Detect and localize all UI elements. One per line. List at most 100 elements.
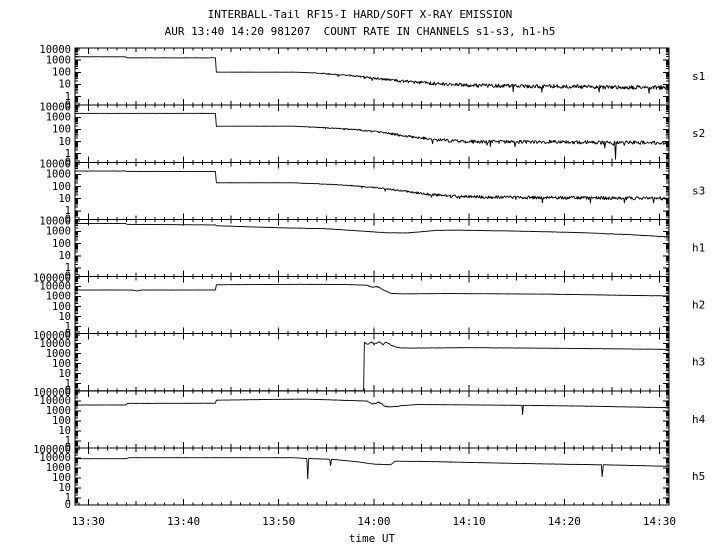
y-tick-label: 1 (65, 205, 71, 217)
y-tick-label: 10 (58, 250, 71, 262)
x-axis-label: time UT (348, 532, 396, 545)
trace-h3 (75, 341, 670, 392)
channel-label-s1: s1 (692, 70, 705, 83)
x-tick-label: 13:30 (72, 515, 105, 528)
trace-h5 (74, 457, 670, 480)
y-tick-label: 1000 (46, 111, 71, 123)
y-tick-label: 1 (65, 321, 71, 333)
y-tick-label: 100000 (33, 273, 71, 285)
channel-label-h1: h1 (692, 241, 705, 254)
channel-label-h2: h2 (692, 299, 705, 312)
channel-label-h4: h4 (692, 413, 706, 426)
y-tick-label: 1000 (46, 462, 71, 474)
channel-label-s2: s2 (692, 127, 705, 140)
trace-h2 (74, 283, 670, 297)
x-tick-label: 14:30 (643, 515, 676, 528)
y-tick-label: 10000 (39, 158, 71, 170)
y-tick-label: 10000 (39, 216, 71, 228)
y-tick-label: 100000 (33, 387, 71, 399)
x-tick-label: 14:00 (357, 515, 390, 528)
y-tick-label: 0 (65, 99, 71, 111)
y-tick-label: 10 (58, 368, 71, 380)
axis-ticks (75, 276, 670, 335)
y-tick-label: 1000 (46, 169, 71, 181)
y-tick-label: 10 (58, 482, 71, 494)
trace-s2 (74, 112, 670, 160)
trace-s1 (74, 56, 670, 94)
y-tick-label: 0 (65, 271, 71, 283)
y-tick-label: 1000 (46, 226, 71, 238)
y-tick-label: 1 (65, 148, 71, 160)
y-tick-label: 10 (58, 193, 71, 205)
y-tick-label: 10000 (39, 101, 71, 113)
x-tick-label: 13:50 (262, 515, 295, 528)
trace-h1 (74, 222, 670, 238)
panel-frame (74, 47, 670, 106)
y-tick-label: 10 (58, 311, 71, 323)
y-tick-label: 0 (65, 499, 71, 511)
channel-label-h3: h3 (692, 356, 705, 369)
y-tick-label: 10000 (39, 452, 71, 464)
y-tick-label: 100 (52, 67, 71, 79)
y-tick-label: 1 (65, 262, 71, 274)
panel-frame (74, 276, 670, 335)
channel-label-h5: h5 (692, 470, 705, 483)
panel-frame (74, 218, 670, 278)
y-tick-label: 10000 (39, 44, 71, 56)
y-tick-label: 100 (52, 358, 71, 370)
axis-ticks (75, 104, 670, 163)
panel-frame (74, 390, 670, 449)
y-tick-label: 1000 (46, 54, 71, 66)
y-tick-label: 100000 (33, 444, 71, 456)
axis-ticks (75, 47, 670, 106)
chart-subtitle: AUR 13:40 14:20 981207 COUNT RATE IN CHA… (164, 25, 556, 38)
axis-ticks (75, 333, 670, 392)
y-tick-label: 1000 (46, 405, 71, 417)
y-tick-label: 100 (52, 238, 71, 250)
axis-ticks (75, 447, 670, 506)
y-tick-label: 100 (52, 472, 71, 484)
trace-h4 (74, 398, 670, 415)
y-tick-label: 10000 (39, 395, 71, 407)
y-tick-label: 1 (65, 91, 71, 103)
y-tick-label: 100 (52, 415, 71, 427)
y-tick-label: 1 (65, 378, 71, 390)
y-tick-label: 0 (65, 442, 71, 454)
axis-ticks (75, 161, 670, 220)
y-tick-label: 0 (65, 156, 71, 168)
axis-ticks (75, 218, 670, 277)
y-tick-label: 10000 (39, 338, 71, 350)
y-tick-label: 10 (58, 425, 71, 437)
y-tick-label: 10 (58, 136, 71, 148)
y-tick-label: 1000 (46, 291, 71, 303)
panel-frame (74, 161, 670, 220)
y-tick-label: 10000 (39, 281, 71, 293)
axis-ticks (75, 390, 670, 449)
trace-s3 (74, 170, 670, 204)
y-tick-label: 0 (65, 385, 71, 397)
y-tick-label: 0 (65, 328, 71, 340)
x-tick-label: 14:20 (548, 515, 581, 528)
x-tick-label: 14:10 (453, 515, 486, 528)
y-tick-label: 100 (52, 124, 71, 136)
y-tick-label: 1 (65, 492, 71, 504)
channel-label-s3: s3 (692, 184, 705, 197)
y-tick-label: 100 (52, 301, 71, 313)
y-tick-label: 1000 (46, 348, 71, 360)
y-tick-label: 1 (65, 435, 71, 447)
y-tick-label: 0 (65, 214, 71, 226)
chart-title: INTERBALL-Tail RF15-I HARD/SOFT X-RAY EM… (207, 8, 513, 21)
x-tick-label: 13:40 (167, 515, 200, 528)
y-tick-label: 100 (52, 181, 71, 193)
y-tick-label: 10 (58, 79, 71, 91)
